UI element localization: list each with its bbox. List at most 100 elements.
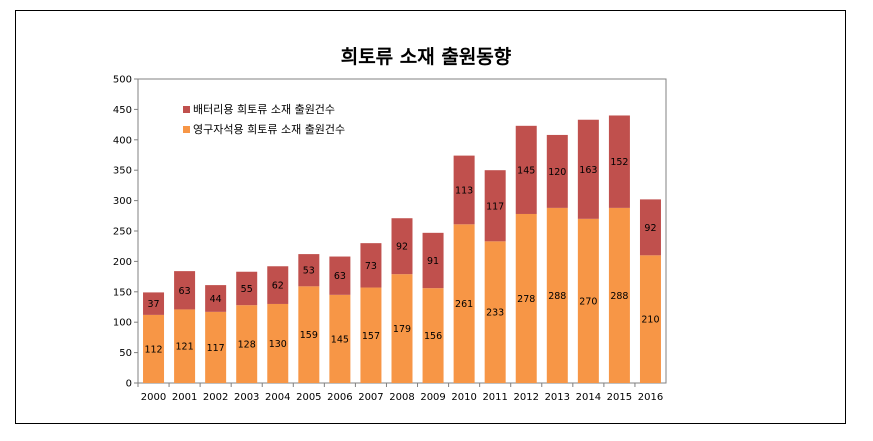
y-tick-label: 50: [119, 348, 132, 359]
data-label-magnet-2011: 233: [486, 308, 504, 319]
bar-battery-2013: [546, 134, 568, 208]
data-label-battery-2001: 63: [179, 286, 191, 297]
data-label-magnet-2006: 145: [331, 334, 349, 345]
data-label-magnet-2012: 278: [517, 294, 535, 305]
bar-magnet-2004: [267, 303, 289, 383]
bar-battery-2009: [422, 232, 444, 289]
data-label-battery-2016: 92: [644, 223, 656, 234]
y-tick-label: 200: [113, 257, 132, 268]
y-axis: 0 50 100 150 200 250 300 350 400 450 500: [113, 75, 138, 390]
x-tick-label: 2004: [265, 392, 290, 403]
x-axis: 2000 2001 2002 2003 2004 2005 2006 2007 2008 2009…: [137, 383, 663, 403]
bar-battery-2002: [205, 285, 227, 312]
bar-battery-2012: [515, 125, 537, 214]
bar-battery-2007: [360, 243, 382, 288]
data-label-magnet-2003: 128: [238, 340, 256, 351]
data-label-magnet-2007: 157: [362, 331, 380, 342]
data-label-battery-2000: 37: [147, 299, 159, 310]
bar-battery-2008: [391, 218, 413, 275]
bar-magnet-2010: [453, 224, 475, 383]
data-label-battery-2005: 53: [303, 266, 315, 277]
bar-magnet-2012: [515, 213, 537, 383]
x-tick-label: 2000: [141, 392, 166, 403]
x-tick-label: 2007: [358, 392, 383, 403]
data-label-battery-2011: 117: [486, 201, 504, 212]
y-tick-label: 400: [113, 135, 132, 146]
bar-battery-2016: [639, 199, 661, 256]
x-tick-label: 2014: [576, 392, 601, 403]
x-tick-label: 2013: [545, 392, 570, 403]
data-label-battery-2009: 91: [427, 256, 439, 267]
data-label-magnet-2008: 179: [393, 324, 411, 335]
y-tick-label: 0: [126, 379, 132, 390]
chart: 희토류 소재 출원동향 0 50 100 150 200 250 300 350 400 450 5…: [113, 46, 667, 403]
chart-frame: 희토류 소재 출원동향 0 50 100 150 200 250 300 350 400 450 5…: [15, 10, 846, 424]
data-label-magnet-2000: 112: [144, 344, 162, 355]
x-tick-label: 2012: [514, 392, 539, 403]
chart-title: 희토류 소재 출원동향: [341, 46, 512, 68]
bar-magnet-2001: [174, 309, 196, 383]
bar-magnet-2006: [329, 294, 351, 383]
data-label-battery-2010: 113: [455, 185, 473, 196]
x-tick-label: 2009: [420, 392, 445, 403]
data-label-battery-2007: 73: [365, 261, 377, 272]
bar-magnet-2005: [298, 286, 320, 383]
bar-magnet-2002: [205, 311, 227, 383]
y-tick-label: 250: [113, 227, 132, 238]
x-tick-label: 2016: [638, 392, 663, 403]
y-tick-label: 450: [113, 105, 132, 116]
bar-battery-2015: [608, 115, 630, 208]
bar-magnet-2015: [608, 207, 630, 383]
legend-swatch-battery: [183, 106, 190, 113]
bar-magnet-2014: [577, 218, 599, 383]
x-tick-label: 2006: [327, 392, 352, 403]
y-tick-label: 150: [113, 287, 132, 298]
data-label-magnet-2004: 130: [269, 339, 287, 350]
x-tick-label: 2011: [482, 392, 507, 403]
data-label-magnet-2002: 117: [207, 343, 225, 354]
bar-battery-2001: [174, 271, 196, 310]
y-tick-label: 350: [113, 166, 132, 177]
bar-battery-2010: [453, 155, 475, 225]
data-label-battery-2008: 92: [396, 242, 408, 253]
x-tick-label: 2015: [607, 392, 632, 403]
bar-battery-2004: [267, 266, 289, 304]
bar-magnet-2011: [484, 241, 506, 383]
data-label-magnet-2005: 159: [300, 330, 318, 341]
data-label-magnet-2001: 121: [176, 342, 194, 353]
data-label-battery-2004: 62: [272, 281, 284, 292]
data-label-magnet-2013: 288: [548, 291, 566, 302]
y-tick-label: 100: [113, 318, 132, 329]
data-label-battery-2002: 44: [210, 294, 222, 305]
bar-magnet-2003: [236, 305, 258, 383]
bar-magnet-2016: [639, 255, 661, 383]
legend-swatch-magnet: [183, 126, 190, 133]
data-label-battery-2014: 163: [579, 165, 597, 176]
data-label-magnet-2010: 261: [455, 299, 473, 310]
bar-battery-2014: [577, 119, 599, 219]
legend-label-magnet: 영구자석용 희토류 소재 출원건수: [193, 123, 345, 136]
bar-battery-2003: [236, 271, 258, 306]
bar-battery-2011: [484, 170, 506, 242]
bar-magnet-2009: [422, 288, 444, 383]
bar-battery-2006: [329, 256, 351, 295]
data-label-battery-2012: 145: [517, 165, 535, 176]
y-tick-label: 500: [113, 75, 132, 86]
data-label-magnet-2015: 288: [610, 291, 628, 302]
data-label-magnet-2016: 210: [641, 315, 659, 326]
bar-magnet-2008: [391, 274, 413, 383]
bar-magnet-2000: [143, 314, 165, 383]
bar-battery-2005: [298, 254, 320, 287]
data-label-battery-2006: 63: [334, 271, 346, 282]
legend: 배터리용 희토류 소재 출원건수 영구자석용 희토류 소재 출원건수: [183, 103, 345, 136]
x-tick-label: 2008: [389, 392, 414, 403]
data-label-battery-2013: 120: [548, 167, 566, 178]
bar-magnet-2007: [360, 287, 382, 383]
data-label-magnet-2014: 270: [579, 296, 597, 307]
y-tick-label: 300: [113, 196, 132, 207]
x-tick-label: 2001: [172, 392, 197, 403]
x-tick-label: 2005: [296, 392, 321, 403]
x-tick-label: 2003: [234, 392, 259, 403]
legend-label-battery: 배터리용 희토류 소재 출원건수: [193, 103, 335, 116]
bar-battery-2000: [143, 292, 165, 315]
